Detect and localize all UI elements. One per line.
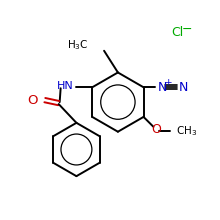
Text: O: O xyxy=(28,94,38,107)
Text: +: + xyxy=(164,78,171,87)
Text: N: N xyxy=(157,81,167,94)
Text: −: − xyxy=(182,22,192,36)
Text: Cl: Cl xyxy=(171,26,183,39)
Text: HN: HN xyxy=(57,81,73,91)
Text: CH$_3$: CH$_3$ xyxy=(176,124,197,138)
Text: N: N xyxy=(179,81,189,94)
Text: O: O xyxy=(151,123,161,136)
Text: H$_3$C: H$_3$C xyxy=(67,38,88,52)
